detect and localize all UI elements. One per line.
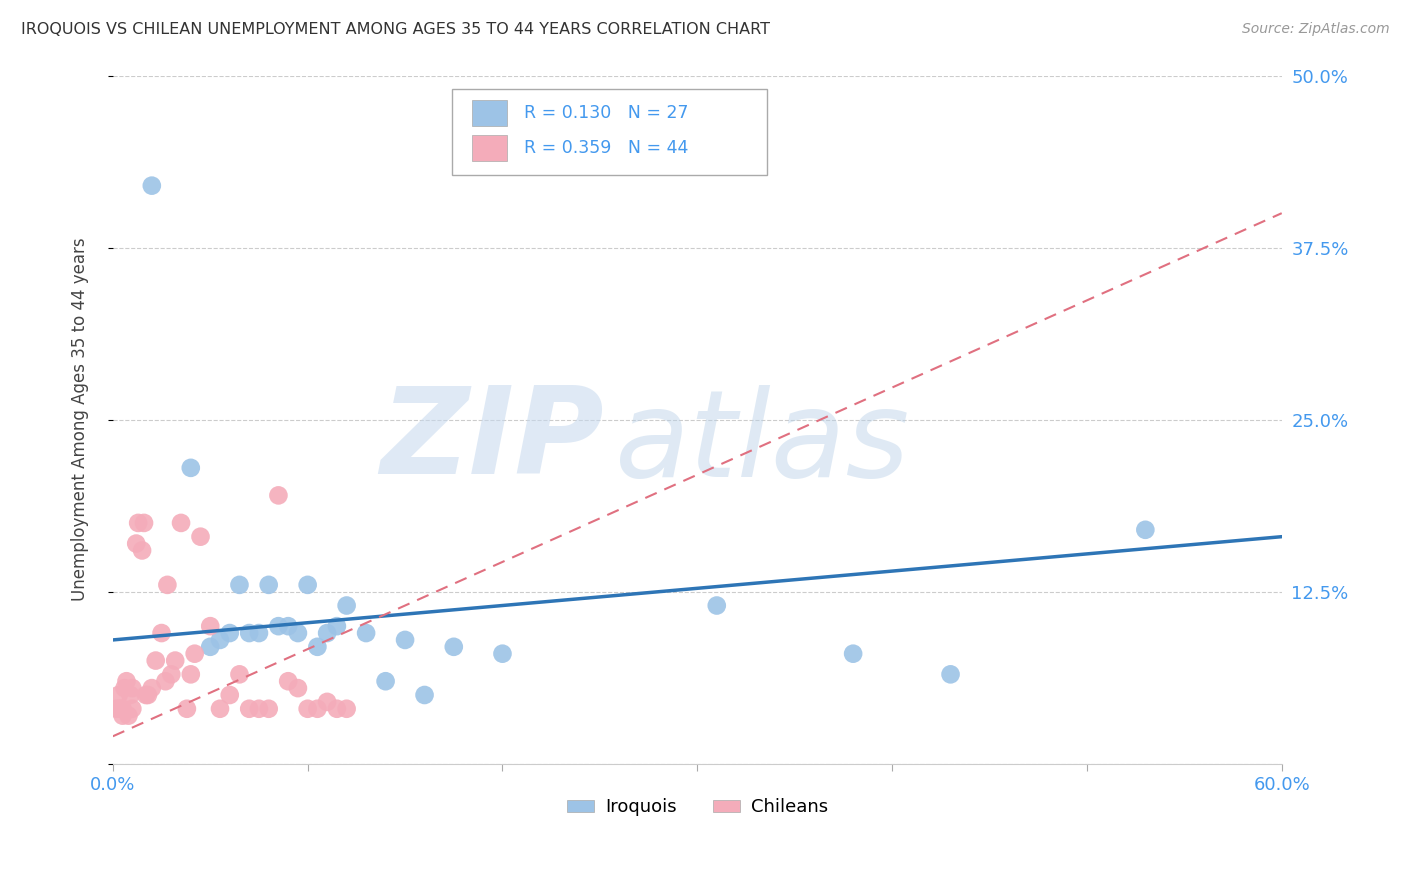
FancyBboxPatch shape xyxy=(471,135,506,161)
Point xyxy=(155,674,177,689)
Point xyxy=(277,619,299,633)
Point xyxy=(247,702,270,716)
Point xyxy=(160,667,183,681)
Point xyxy=(307,702,329,716)
Point xyxy=(110,702,132,716)
Point xyxy=(114,681,136,695)
Point xyxy=(135,688,157,702)
Point xyxy=(165,654,187,668)
Point xyxy=(105,702,128,716)
Point xyxy=(443,640,465,654)
Text: atlas: atlas xyxy=(616,385,911,502)
Point xyxy=(208,632,231,647)
Point xyxy=(267,488,290,502)
Point xyxy=(267,619,290,633)
Point xyxy=(228,578,250,592)
Point xyxy=(277,674,299,689)
Point xyxy=(307,640,329,654)
Text: Source: ZipAtlas.com: Source: ZipAtlas.com xyxy=(1241,22,1389,37)
Point xyxy=(141,178,163,193)
Point xyxy=(257,702,280,716)
Point xyxy=(238,626,260,640)
Point xyxy=(842,647,865,661)
Y-axis label: Unemployment Among Ages 35 to 44 years: Unemployment Among Ages 35 to 44 years xyxy=(72,238,89,601)
Point xyxy=(326,702,349,716)
Point xyxy=(316,626,339,640)
Point xyxy=(336,599,359,613)
Point xyxy=(183,647,205,661)
Point xyxy=(136,688,159,702)
Point xyxy=(297,578,319,592)
Point xyxy=(706,599,728,613)
Point xyxy=(111,708,134,723)
Point xyxy=(218,688,240,702)
Point xyxy=(180,460,202,475)
Point xyxy=(208,702,231,716)
Point xyxy=(287,626,309,640)
Point xyxy=(115,674,138,689)
Point xyxy=(247,626,270,640)
Point xyxy=(354,626,377,640)
Point xyxy=(1135,523,1157,537)
Legend: Iroquois, Chileans: Iroquois, Chileans xyxy=(560,791,835,823)
Point xyxy=(117,708,139,723)
Point xyxy=(120,688,142,702)
Point xyxy=(111,702,134,716)
Point xyxy=(156,578,179,592)
Point xyxy=(939,667,962,681)
Point xyxy=(121,681,143,695)
Point xyxy=(170,516,193,530)
Point xyxy=(200,640,222,654)
Point xyxy=(121,702,143,716)
Point xyxy=(257,578,280,592)
Point xyxy=(107,688,129,702)
Point xyxy=(394,632,416,647)
Point xyxy=(218,626,240,640)
Point xyxy=(287,681,309,695)
Point xyxy=(200,619,222,633)
Point xyxy=(131,543,153,558)
Point xyxy=(127,516,149,530)
FancyBboxPatch shape xyxy=(471,100,506,127)
Text: ZIP: ZIP xyxy=(380,382,603,499)
Point xyxy=(125,536,148,550)
Point xyxy=(326,619,349,633)
Point xyxy=(336,702,359,716)
Point xyxy=(413,688,436,702)
Text: IROQUOIS VS CHILEAN UNEMPLOYMENT AMONG AGES 35 TO 44 YEARS CORRELATION CHART: IROQUOIS VS CHILEAN UNEMPLOYMENT AMONG A… xyxy=(21,22,770,37)
Point xyxy=(141,681,163,695)
Point xyxy=(190,530,212,544)
FancyBboxPatch shape xyxy=(451,89,768,176)
Point xyxy=(238,702,260,716)
Point xyxy=(150,626,173,640)
Point xyxy=(132,516,155,530)
Point xyxy=(316,695,339,709)
Point xyxy=(491,647,513,661)
Point xyxy=(145,654,167,668)
Point xyxy=(297,702,319,716)
Point xyxy=(180,667,202,681)
Point xyxy=(176,702,198,716)
Text: R = 0.359   N = 44: R = 0.359 N = 44 xyxy=(524,139,689,157)
Point xyxy=(228,667,250,681)
Point xyxy=(374,674,396,689)
Text: R = 0.130   N = 27: R = 0.130 N = 27 xyxy=(524,104,689,122)
